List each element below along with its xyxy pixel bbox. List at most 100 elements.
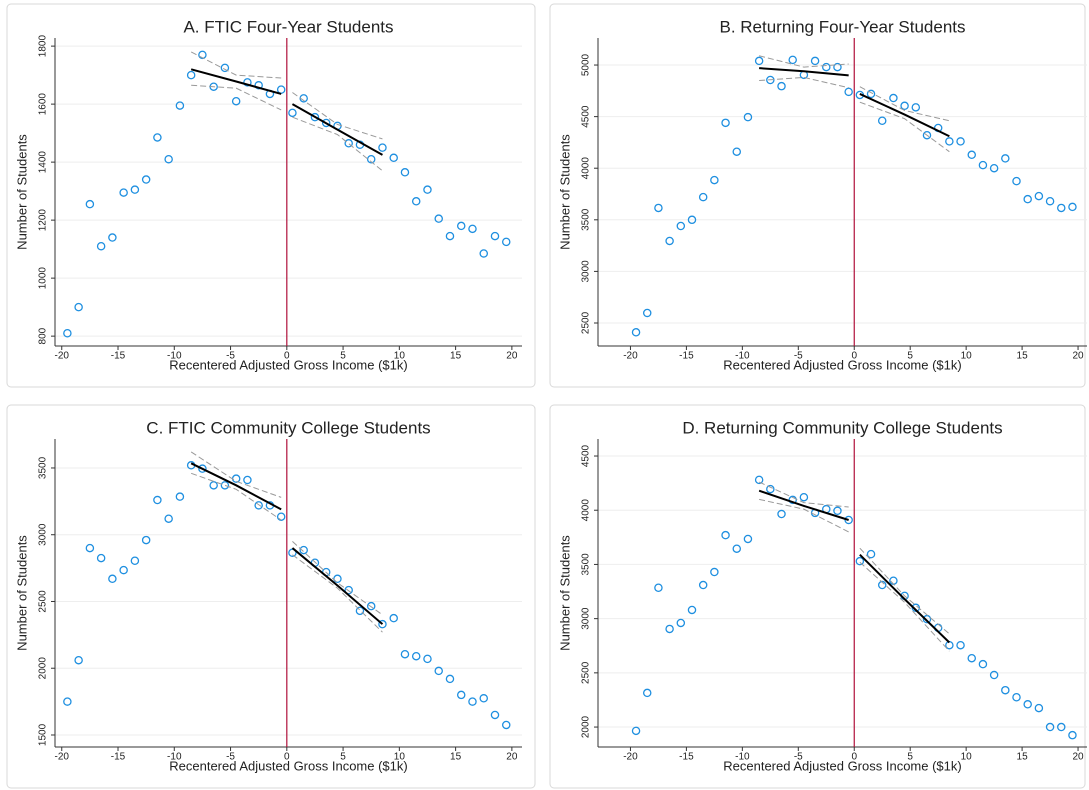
data-point: [1001, 154, 1010, 163]
y-tick-label: 1400: [38, 151, 49, 174]
panel-frame: [6, 3, 536, 388]
data-point: [676, 221, 686, 231]
data-point: [243, 78, 252, 87]
y-tick-label: 3500: [581, 208, 592, 231]
data-point: [276, 512, 286, 521]
y-tick-label: 5000: [581, 53, 592, 76]
panel: A. FTIC Four-Year Students Recentered Adj…: [6, 3, 536, 388]
data-point: [141, 175, 151, 184]
data-point: [665, 236, 674, 246]
data-point: [108, 233, 117, 242]
x-tick-label: 15: [450, 351, 462, 362]
x-tick-label: -20: [623, 351, 638, 362]
x-tick-label: -5: [226, 351, 235, 362]
confidence-band: [859, 101, 950, 153]
panel-title: D. Returning Community College Students: [682, 418, 1002, 437]
x-tick-label: 0: [851, 752, 857, 763]
data-point: [445, 231, 455, 241]
y-tick-label: 2500: [581, 311, 592, 334]
data-point: [366, 154, 376, 164]
x-tick-label: -20: [55, 752, 70, 763]
data-point: [389, 613, 398, 623]
confidence-band: [292, 116, 383, 172]
confidence-band: [759, 76, 849, 89]
y-tick-label: 3500: [581, 553, 592, 576]
data-point: [288, 108, 297, 118]
data-point: [299, 545, 308, 555]
data-point: [490, 710, 500, 720]
data-point: [1034, 191, 1044, 201]
y-tick-label: 4000: [581, 157, 592, 180]
y-tick-label: 3000: [581, 607, 592, 630]
data-point: [175, 101, 185, 110]
data-point: [164, 154, 173, 164]
fit-line: [291, 547, 384, 625]
data-point: [119, 565, 128, 575]
y-tick-label: 3000: [38, 523, 49, 546]
fit-line: [190, 462, 282, 511]
data-point: [400, 649, 410, 659]
data-point: [479, 694, 488, 703]
y-tick-label: 2000: [581, 715, 592, 738]
data-point: [1012, 692, 1021, 702]
data-point: [710, 567, 719, 577]
x-tick-label: 10: [394, 752, 406, 763]
data-point: [866, 549, 876, 559]
data-point: [254, 501, 263, 510]
data-point: [766, 75, 775, 85]
data-point: [844, 515, 853, 525]
data-point: [130, 556, 140, 566]
y-axis-title: Number of Students: [14, 134, 29, 250]
data-point: [967, 653, 976, 663]
x-tick-label: 10: [961, 752, 973, 763]
x-tick-label: 20: [1072, 752, 1084, 763]
data-point: [130, 185, 140, 194]
data-point: [310, 112, 320, 122]
data-point: [833, 506, 842, 516]
confidence-band: [292, 541, 383, 616]
fit-line: [759, 67, 849, 77]
data-point: [743, 112, 753, 122]
data-point: [198, 50, 207, 60]
data-point: [468, 697, 477, 706]
data-point: [366, 601, 376, 611]
data-point: [754, 475, 764, 485]
y-axis-title: Number of Students: [557, 134, 572, 250]
data-point: [389, 153, 398, 163]
data-point: [911, 103, 921, 112]
fit-line: [190, 68, 282, 95]
data-point: [777, 81, 786, 91]
data-point: [1068, 730, 1077, 740]
data-point: [85, 543, 95, 553]
x-tick-label: 5: [340, 351, 346, 362]
data-point: [855, 556, 865, 566]
data-point: [978, 160, 988, 170]
data-point: [721, 530, 730, 540]
data-point: [254, 81, 263, 90]
data-point: [175, 492, 185, 501]
data-point: [810, 56, 820, 66]
data-point: [153, 495, 162, 505]
confidence-band: [191, 84, 282, 111]
data-point: [989, 163, 999, 173]
data-point: [434, 214, 443, 223]
data-point: [710, 175, 719, 185]
y-tick-label: 1600: [38, 93, 49, 116]
data-point: [833, 62, 842, 72]
data-point: [642, 308, 652, 318]
fit-line: [291, 103, 383, 156]
data-point: [220, 481, 230, 490]
data-point: [1045, 722, 1055, 732]
data-point: [378, 619, 387, 629]
fit-line: [859, 553, 951, 644]
data-point: [209, 481, 218, 490]
data-point: [900, 101, 909, 111]
data-point: [967, 150, 976, 160]
data-point: [665, 624, 674, 634]
confidence-band: [190, 451, 282, 498]
data-point: [654, 203, 663, 213]
y-tick-label: 800: [38, 327, 49, 344]
confidence-band: [859, 547, 950, 635]
x-tick-label: 15: [1017, 351, 1029, 362]
confidence-band: [759, 55, 849, 68]
